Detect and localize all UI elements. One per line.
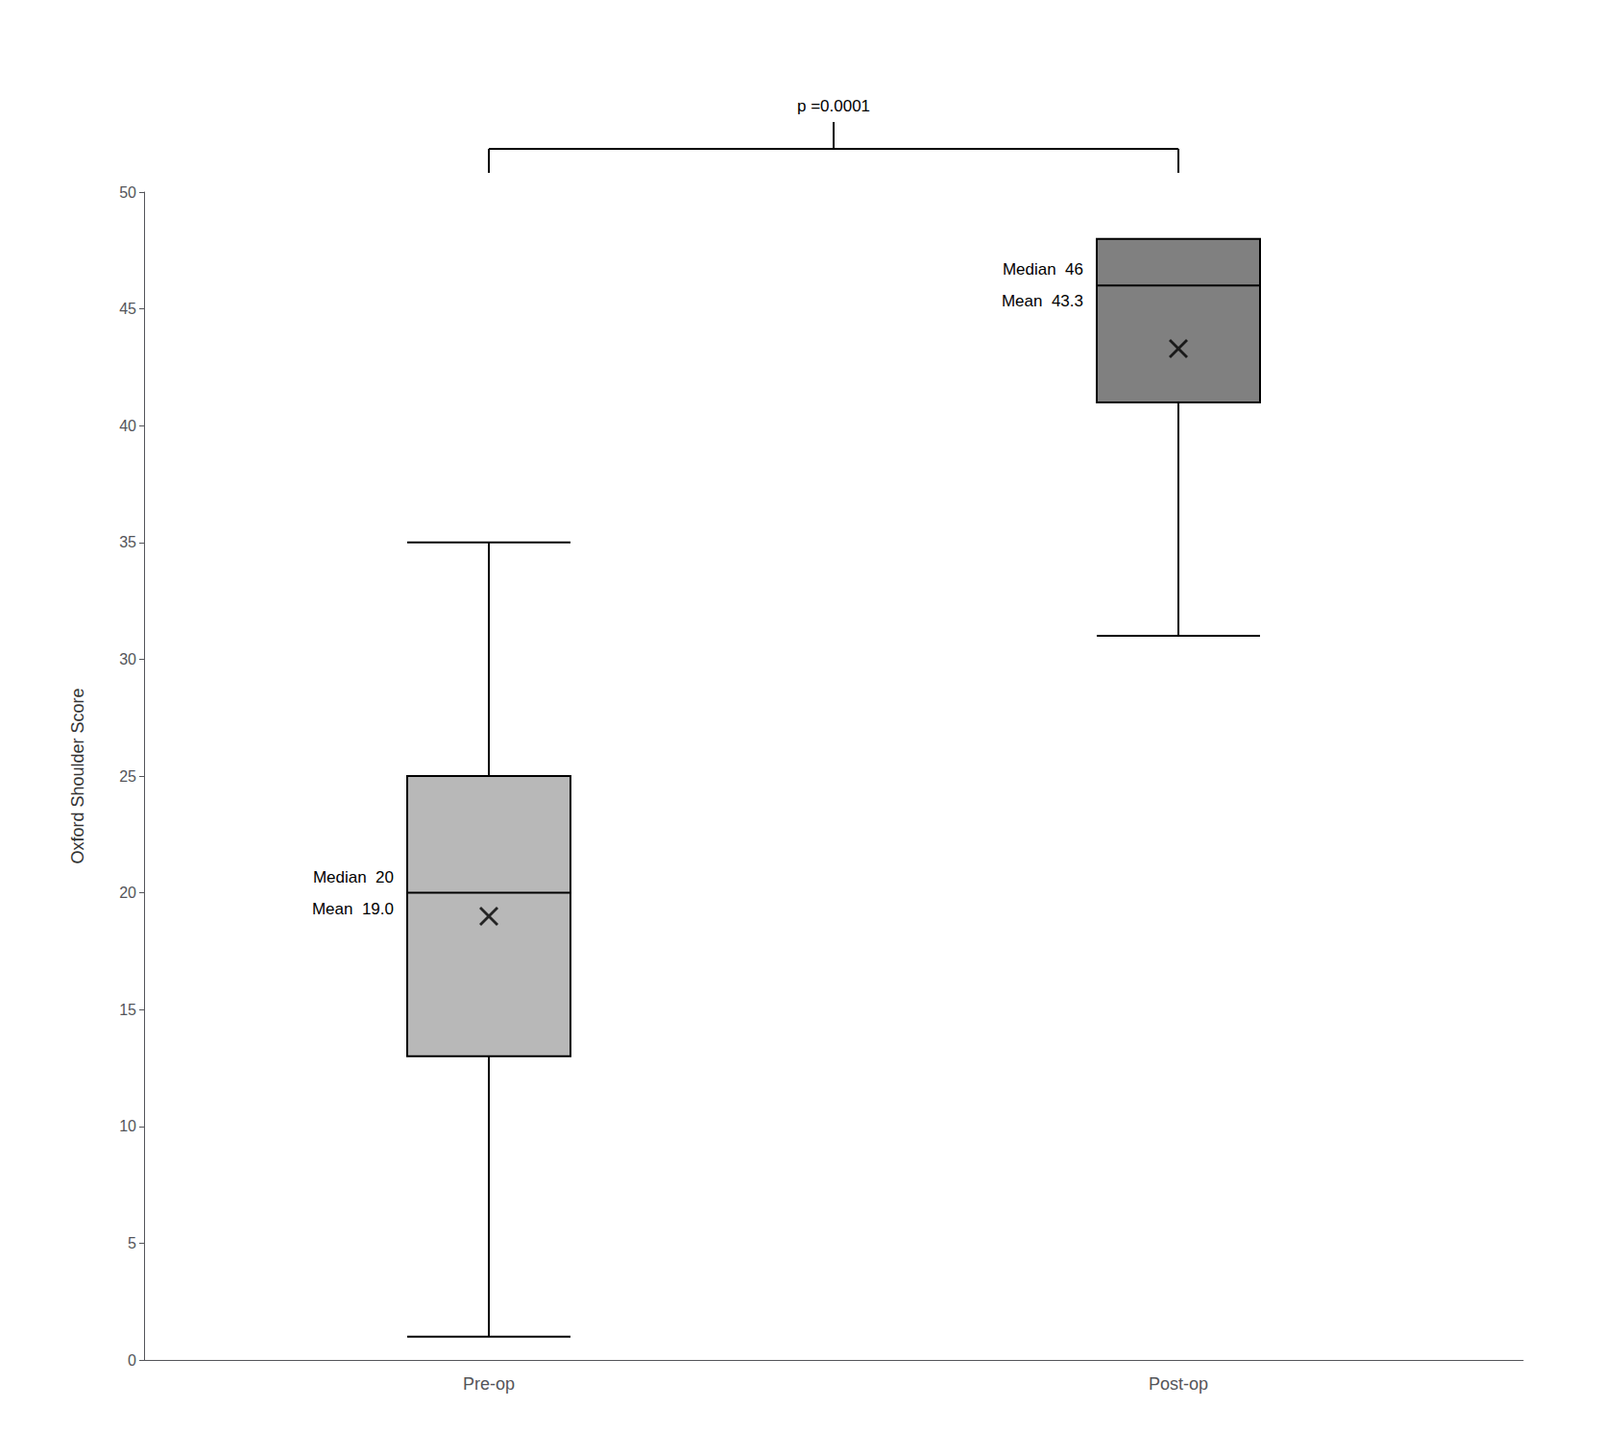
svg-text:15: 15 (119, 1001, 137, 1019)
svg-text:0: 0 (127, 1352, 137, 1369)
svg-text:Post-op: Post-op (1148, 1374, 1209, 1394)
svg-text:Oxford Shoulder Score: Oxford Shoulder Score (68, 687, 88, 864)
svg-text:10: 10 (119, 1117, 137, 1135)
svg-text:Median 20: Median 20 (313, 868, 394, 887)
svg-text:Pre-op: Pre-op (462, 1374, 515, 1394)
svg-text:30: 30 (119, 651, 137, 668)
svg-text:50: 50 (119, 184, 137, 201)
svg-text:Median 46: Median 46 (1002, 260, 1084, 279)
svg-text:Mean 19.0: Mean 19.0 (312, 899, 394, 919)
svg-text:5: 5 (127, 1235, 137, 1252)
svg-text:Mean 43.3: Mean 43.3 (1001, 291, 1084, 311)
svg-text:40: 40 (119, 417, 137, 435)
svg-text:25: 25 (119, 768, 137, 785)
svg-text:p =0.0001: p =0.0001 (797, 96, 871, 116)
svg-text:20: 20 (119, 884, 137, 901)
svg-text:45: 45 (119, 300, 137, 317)
svg-text:35: 35 (119, 533, 137, 551)
